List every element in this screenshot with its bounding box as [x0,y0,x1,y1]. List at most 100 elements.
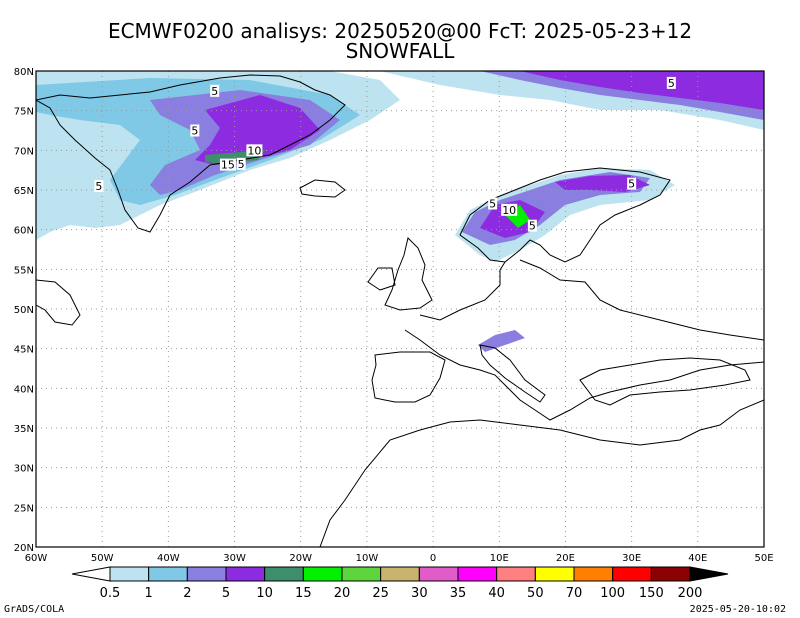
contour-label: 5 [489,197,496,210]
contour-label-bg [527,219,537,232]
coastlines [36,74,764,547]
colorbar-level-label: 1 [145,586,153,601]
lat-tick-label: 80N [14,67,34,78]
colorbar-swatch [612,566,652,582]
lon-tick-label: 40W [157,553,180,564]
contour-label-bg [94,180,104,193]
lat-tick-label: 30N [14,464,34,475]
snow-band-green-scandinavia [505,205,530,228]
lat-tick-label: 75N [14,107,34,118]
lat-tick-label: 20N [14,543,34,554]
iberia-coastline [371,351,446,403]
africa-coastline [319,399,764,547]
colorbar-swatch [573,566,614,582]
colorbar-swatch [225,566,266,582]
title-line-1: ECMWF0200 analisys: 20250520@00 FcT: 202… [107,19,693,43]
colorbar-swatch [496,566,536,582]
europe-coastline [404,259,764,421]
contour-label: 5 [95,180,102,193]
snow-band-purple-arctic [520,71,764,110]
colorbar-high-arrow [689,566,729,582]
contour-label: 5 [668,77,675,90]
contour-label-bg [666,76,676,89]
colorbar [71,566,729,582]
colorbar-level-label: 2 [183,586,191,601]
lon-tick-label: 60W [25,553,48,564]
lon-tick-label: 10E [490,553,509,564]
colorbar-low-arrow [71,566,111,582]
colorbar-level-label: 40 [488,586,505,601]
colorbar-swatch [186,566,227,582]
contour-label-bg [210,84,220,97]
greenland-coastline [36,74,346,233]
colorbar-swatch [109,566,150,582]
colorbar-swatch [380,566,420,582]
lon-tick-label: 40E [688,553,707,564]
lon-tick-label: 50E [754,553,773,564]
colorbar-level-label: 15 [295,586,312,601]
lat-tick-label: 55N [14,265,34,276]
lon-tick-label: 0 [430,553,436,564]
snow-band-purple-greenland [195,95,320,165]
colorbar-swatch [534,566,575,582]
lon-tick-label: 10W [356,553,379,564]
contour-label-bg [190,124,200,137]
colorbar-swatch [457,566,498,582]
lon-tick-label: 30W [223,553,246,564]
contour-label: 5 [238,158,245,171]
italy-coastline [479,344,546,403]
greece-turkey-coastline [579,357,751,406]
scandinavia-coastline [459,167,671,263]
lat-tick-label: 40N [14,384,34,395]
colorbar-swatch [650,566,691,582]
lat-tick-label: 35N [14,424,34,435]
footer-credit: GrADS/COLA [4,604,65,615]
iceland-coastline [299,179,346,198]
lon-tick-label: 50W [91,553,114,564]
lat-tick-label: 50N [14,305,34,316]
contour-label: 10 [247,144,261,157]
lat-tick-label: 70N [14,146,34,157]
colorbar-labels: 0.5 1 2 5 10 15 20 25 30 35 40 50 70 100 150 200 [100,586,703,601]
contour-label-bg [488,197,498,210]
colorbar-swatch [418,566,459,582]
colorbar-level-label: 20 [334,586,351,601]
contour-label-bg [219,158,236,171]
plot-frame [35,70,765,548]
colorbar-level-label: 30 [411,586,428,601]
colorbar-level-label: 200 [678,586,703,601]
contour-label-bg [501,203,518,216]
lon-tick-labels: 60W 50W 40W 30W 20W 10W 0 10E 20E 30E 40E 50E [25,553,774,564]
contour-label: 10 [502,204,516,217]
snow-band-purple-finland [555,175,650,192]
contour-label: 5 [191,125,198,138]
contour-label-bg [246,144,263,157]
colorbar-level-label: 50 [527,586,544,601]
colorbar-level-label: 0.5 [100,586,121,601]
lat-tick-label: 65N [14,186,34,197]
lon-tick-label: 20W [289,553,312,564]
title-line-2: SNOWFALL [345,39,455,63]
lat-tick-label: 45N [14,345,34,356]
colorbar-swatch [148,566,188,582]
contour-label-bg [627,177,637,190]
colorbar-level-label: 35 [450,586,467,601]
lon-tick-label: 30E [622,553,641,564]
colorbar-level-label: 100 [600,586,625,601]
colorbar-level-label: 10 [256,586,273,601]
british-isles-coastline [367,237,433,311]
colorbar-swatch [341,566,382,582]
contour-label: 5 [529,220,536,233]
lat-tick-label: 60N [14,226,34,237]
lon-tick-label: 20E [556,553,575,564]
canada-coastline [36,279,81,326]
contour-label: 15 [221,159,235,172]
colorbar-level-label: 5 [222,586,230,601]
colorbar-swatch [302,566,343,582]
footer-timestamp: 2025-05-20-10:02 [689,604,786,615]
colorbar-swatch [264,566,304,582]
lat-tick-labels: 80N 75N 70N 65N 60N 55N 50N 45N 40N 35N 30N 25N 20N [14,67,34,554]
colorbar-level-label: 70 [566,586,583,601]
